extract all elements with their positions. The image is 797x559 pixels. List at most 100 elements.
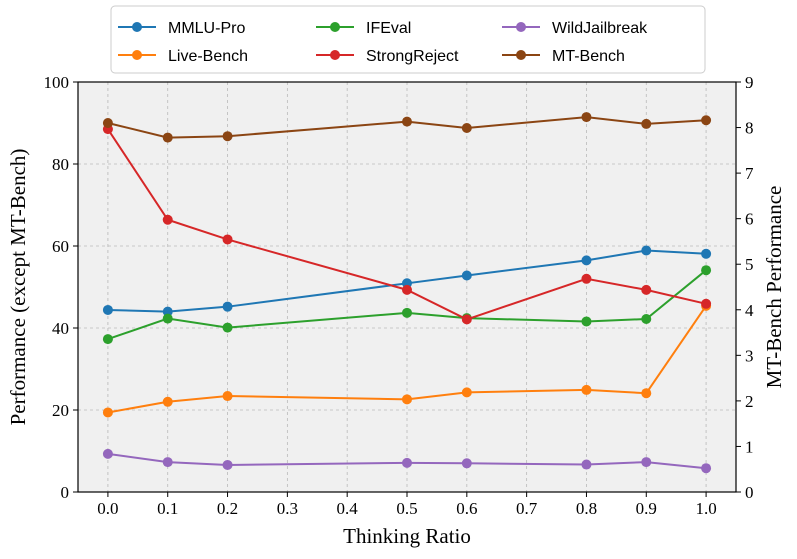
data-point	[581, 112, 592, 123]
data-point	[641, 284, 652, 295]
series-line	[107, 116, 707, 139]
x-tick-label: 0.1	[157, 499, 178, 518]
data-point	[162, 132, 173, 143]
y-tick-label: 100	[44, 73, 70, 92]
data-point	[701, 298, 712, 309]
data-point	[402, 394, 412, 405]
x-tick-label: 0.6	[456, 499, 477, 518]
y2-tick-label: 8	[745, 119, 754, 138]
y2-tick-label: 3	[745, 346, 754, 365]
series-line	[107, 305, 707, 414]
series-strongreject	[102, 124, 712, 325]
data-point	[402, 457, 412, 468]
data-point	[102, 448, 113, 459]
series-group	[102, 112, 712, 474]
legend-marker	[132, 22, 142, 32]
data-point	[641, 388, 652, 399]
y2-tick-label: 0	[745, 483, 754, 502]
legend-label: MT-Bench	[552, 48, 625, 65]
y-tick-label: 40	[52, 319, 69, 338]
data-point	[222, 322, 233, 333]
legend-entry: Live-Bench	[118, 48, 248, 65]
y2-tick-label: 5	[745, 255, 754, 274]
data-point	[102, 334, 113, 345]
data-point	[581, 459, 592, 470]
series-line	[107, 269, 707, 341]
legend-marker	[516, 22, 526, 32]
legend-frame	[110, 5, 706, 74]
legend: MMLU-Pro Live-Bench IFEval StrongReject Wild…	[110, 5, 706, 74]
data-point	[162, 396, 173, 407]
y2-tick-label: 4	[745, 301, 754, 320]
series-line	[107, 452, 707, 470]
data-point	[461, 314, 472, 325]
y2-axis-title: MT-Bench Performance	[762, 186, 786, 389]
y-tick-label: 0	[61, 483, 70, 502]
x-axis-title: Thinking Ratio	[343, 524, 471, 548]
y2-tick-label: 9	[745, 73, 754, 92]
data-point	[102, 407, 113, 418]
series-wildjailbreak	[102, 448, 712, 474]
legend-label: StrongReject	[366, 48, 459, 65]
legend-marker	[330, 22, 340, 32]
data-point	[701, 248, 712, 259]
data-point	[641, 313, 652, 324]
data-point	[222, 301, 233, 312]
legend-entry: MT-Bench	[502, 48, 625, 65]
y-tick-label: 80	[52, 155, 69, 174]
data-point	[461, 123, 472, 134]
x-tick-label: 0.3	[277, 499, 298, 518]
legend-label: Live-Bench	[168, 48, 248, 65]
x-tick-label: 0.2	[217, 499, 238, 518]
data-point	[402, 307, 412, 318]
data-point	[402, 284, 412, 295]
legend-marker	[132, 50, 142, 60]
data-point	[162, 214, 173, 225]
x-tick-label: 0.0	[97, 499, 118, 518]
x-tick-label: 1.0	[695, 499, 716, 518]
data-point	[461, 270, 472, 281]
y2-tick-label: 2	[745, 392, 754, 411]
x-tick-label: 0.9	[636, 499, 657, 518]
x-tick-label: 0.4	[337, 499, 359, 518]
data-point	[641, 118, 652, 129]
x-tick-label: 0.5	[396, 499, 417, 518]
axes: 0.0 0.1 0.2 0.3 0.4 0.5 0.6 0.7 0.8 0.9 1.00204060…	[44, 73, 755, 518]
x-tick-label: 0.7	[516, 499, 538, 518]
data-point	[162, 313, 173, 324]
y-tick-label: 60	[52, 237, 69, 256]
series-line	[107, 249, 707, 313]
data-point	[222, 459, 233, 470]
legend-marker	[330, 50, 340, 60]
y-tick-label: 20	[52, 401, 69, 420]
data-point	[581, 316, 592, 327]
y2-tick-label: 1	[745, 437, 754, 456]
legend-entry: StrongReject	[316, 48, 459, 65]
legend-entry: WildJailbreak	[502, 20, 648, 37]
legend-entry: MMLU-Pro	[118, 20, 245, 37]
data-point	[581, 255, 592, 266]
data-point	[102, 304, 113, 315]
y2-tick-label: 6	[745, 210, 754, 229]
series-ifeval	[102, 265, 712, 345]
data-point	[701, 115, 712, 126]
data-point	[641, 245, 652, 256]
x-tick-label: 0.8	[576, 499, 597, 518]
data-point	[162, 457, 173, 468]
legend-label: MMLU-Pro	[168, 20, 245, 37]
legend-marker	[516, 50, 526, 60]
y-axis-title: Performance (except MT-Bench)	[6, 149, 30, 426]
legend-label: WildJailbreak	[552, 20, 648, 37]
series-mt-bench	[102, 112, 712, 143]
series-live-bench	[102, 300, 712, 418]
data-point	[701, 265, 712, 276]
data-point	[222, 391, 233, 402]
data-point	[402, 116, 412, 127]
data-point	[701, 463, 712, 474]
data-point	[461, 387, 472, 398]
data-point	[162, 306, 173, 317]
legend-label: IFEval	[366, 20, 411, 37]
legend-entry: IFEval	[316, 20, 411, 37]
